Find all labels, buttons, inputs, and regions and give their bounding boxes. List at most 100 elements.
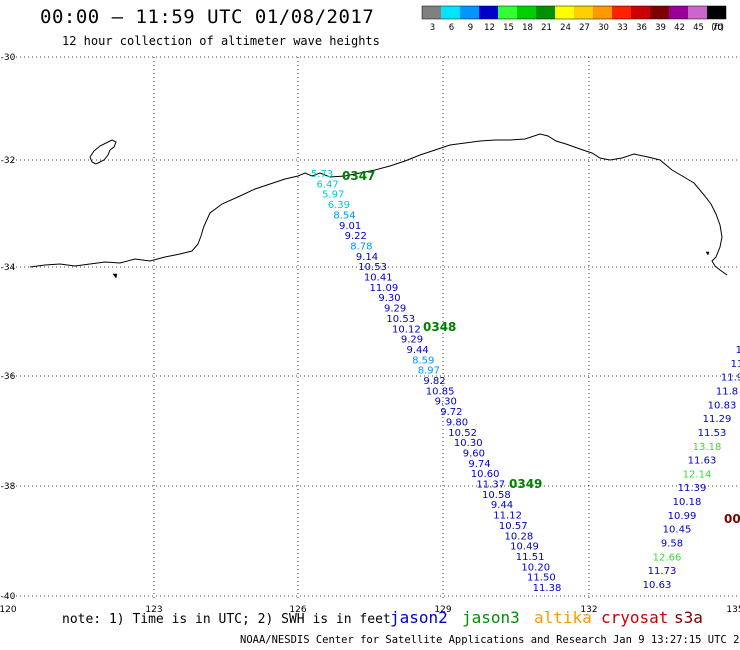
wave-height-value: 10.18 [673,497,702,508]
wave-height-value: 11.50 [527,573,556,584]
wave-height-value: 10.52 [448,428,477,439]
wave-height-value: 11.37 [476,480,505,491]
lon-tick-label: 132 [580,605,597,615]
pass-time-label: 00 [724,512,740,526]
legend-label: 24 [560,23,571,33]
legend-swatch [631,6,650,19]
wave-height-value: 10.63 [643,580,672,591]
wave-height-value: 9.14 [356,252,378,263]
wave-height-value: 9.44 [491,500,513,511]
legend-label: 9 [468,23,473,33]
wave-height-value: 8.59 [412,355,434,366]
wave-height-value: 10.53 [358,262,387,273]
wave-height-value: 10.30 [454,438,483,449]
legend-label: 3 [430,23,435,33]
wave-height-value: 11.9 [721,373,740,384]
legend-swatch [460,6,479,19]
legend-label: 36 [636,23,647,33]
lat-tick-label: -30 [1,53,16,63]
legend-swatch [498,6,517,19]
wave-height-value: 10.12 [392,324,421,335]
legend-swatch [669,6,688,19]
lat-tick-label: -34 [1,263,16,273]
wave-height-value: 10.41 [364,273,393,284]
color-legend: 3 6 9 12 15 18 21 24 27 30 33 36 39 42 45 70(ft) [421,5,727,33]
wave-height-value: 10.85 [426,386,455,397]
wave-height-value: 6.39 [328,200,350,211]
wave-height-value: 8.54 [333,210,355,221]
wave-height-value: 10.57 [499,521,528,532]
page-subtitle: 12 hour collection of altimeter wave hei… [62,34,380,48]
pass-time-label: 0347 [342,169,375,183]
wave-height-value: 6.47 [316,179,338,190]
wave-height-value: 11 [731,359,740,370]
legend-label: 18 [522,23,533,33]
wave-height-value: 10.58 [482,490,511,501]
lat-tick-label: -32 [1,156,16,166]
lon-tick-label: 123 [145,605,162,615]
wave-height-value: 11.73 [648,566,677,577]
coastline [29,133,728,276]
wave-height-value: 8.97 [418,366,440,377]
legend-label: 30 [598,23,609,33]
wave-height-value: 12.14 [683,469,712,480]
legend-swatch [555,6,574,19]
satellite-s3a: s3a [674,608,703,627]
lon-tick-label: 135 [726,605,740,615]
wave-height-value: 11.29 [703,414,732,425]
wave-height-value: 11.39 [678,483,707,494]
island-outline [89,139,117,165]
legend-label: 39 [655,23,666,33]
legend-swatch [574,6,593,19]
wave-height-value: 9.30 [378,293,400,304]
legend-label: 21 [541,23,552,33]
lat-tick-label: -36 [1,372,16,382]
wave-height-value: 13.18 [693,442,722,453]
wave-height-value: 10.99 [668,511,697,522]
wave-height-value: 5.97 [322,190,344,201]
lon-tick-label: 129 [434,605,451,615]
wave-height-value: 9.30 [435,397,457,408]
wave-height-value: 10.49 [510,542,539,553]
time-stamps: 0347 0348 0349 00 [342,169,740,526]
legend-swatch [441,6,460,19]
legend-swatch [707,6,726,19]
wave-height-value: 11.8 [716,386,738,397]
wave-height-value: 10.28 [505,531,534,542]
wave-height-value: 12.66 [653,552,682,563]
wave-height-value: 9.01 [339,221,361,232]
wave-height-value: 9.72 [440,407,462,418]
legend-label: 12 [484,23,495,33]
legend-swatch [650,6,669,19]
legend-label: 27 [579,23,590,33]
wave-height-value: 10.20 [521,562,550,573]
wave-height-value: 9.22 [345,231,367,242]
wave-height-value: 9.82 [423,376,445,387]
wave-height-value: 10.45 [663,525,692,536]
wave-height-value: 11.09 [370,283,399,294]
page-title: 00:00 – 11:59 UTC 01/08/2017 [40,6,375,28]
satellite-cryosat: cryosat [601,608,669,627]
wave-height-value: 9.44 [406,345,428,356]
pass-time-label: 0348 [423,320,456,334]
legend-swatch [593,6,612,19]
east-track: 10 11 11.9 11.8 10.83 11.29 11.53 13.18 11.63 12.… [643,345,740,591]
lon-tick-label: 126 [289,605,306,615]
legend-swatch [612,6,631,19]
wave-height-value: 11.53 [698,428,727,439]
legend-swatch [517,6,536,19]
legend-swatch [422,6,441,19]
wave-height-value: 10 [736,345,740,356]
satellite-jason3: jason3 [462,608,520,627]
legend-label: 33 [617,23,628,33]
satellite-altika: altika [534,608,592,627]
wave-height-value: 11.38 [533,583,562,594]
satellite-jason2: jason2 [390,608,448,627]
wave-height-value: 8.78 [350,241,372,252]
wave-height-value: 10.60 [471,469,500,480]
wave-height-value: 11.51 [516,552,545,563]
wave-height-value: 10.83 [708,400,737,411]
pass-time-label: 0349 [509,477,542,491]
